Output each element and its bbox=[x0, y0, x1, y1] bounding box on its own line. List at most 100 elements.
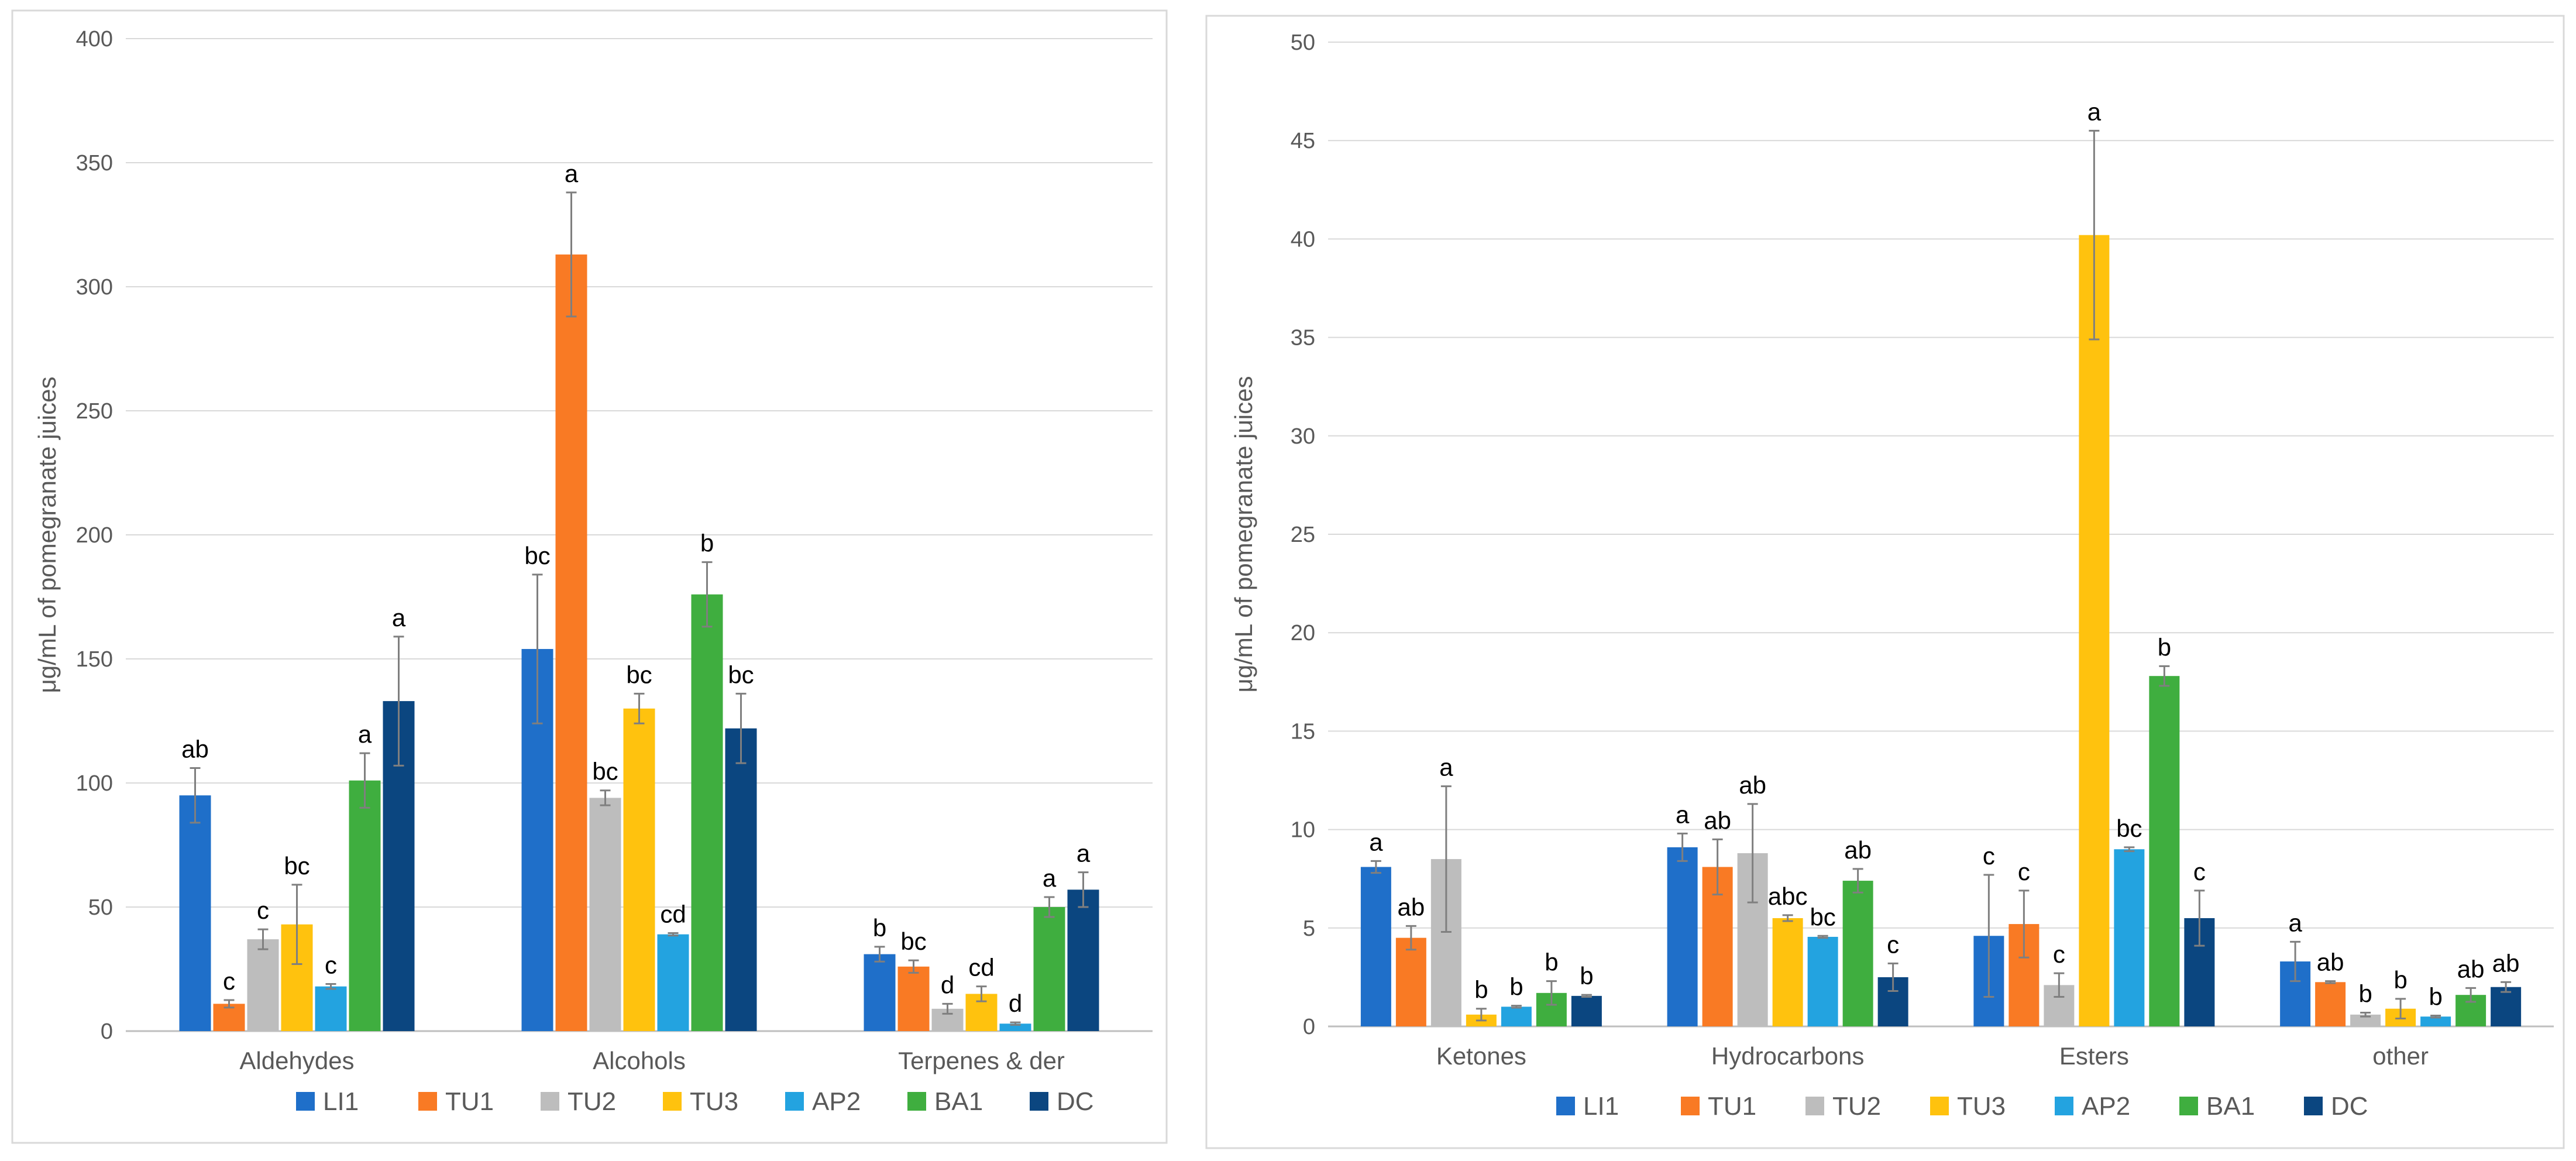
significance-letter: bc bbox=[284, 852, 309, 880]
category-label: Aldehydes bbox=[239, 1047, 354, 1074]
y-axis-title: μg/mL of pomegranate juices bbox=[1230, 376, 1257, 693]
significance-letter: a bbox=[358, 720, 372, 748]
significance-letter: c bbox=[257, 896, 269, 924]
significance-letter: bc bbox=[2116, 815, 2142, 842]
legend-swatch-tu1 bbox=[418, 1092, 437, 1111]
y-tick-label: 50 bbox=[1291, 30, 1315, 55]
bar-ap2 bbox=[657, 934, 689, 1031]
y-tick-label: 200 bbox=[76, 523, 113, 548]
y-tick-label: 0 bbox=[101, 1019, 113, 1044]
bar-tu3 bbox=[1772, 918, 1803, 1026]
left-chart: 0 50 100 150 200 250 300 350 400 μg/mL of pomegra… bbox=[33, 27, 1153, 1116]
legend-label: TU3 bbox=[1957, 1092, 2006, 1121]
legend-label: TU2 bbox=[1832, 1092, 1881, 1121]
legend-label: LI1 bbox=[323, 1087, 359, 1116]
category-label: Terpenes & der bbox=[898, 1047, 1065, 1074]
y-tick-label: 0 bbox=[1303, 1015, 1315, 1039]
y-tick-label: 50 bbox=[88, 895, 113, 920]
y-tick-label: 40 bbox=[1291, 227, 1315, 252]
significance-letter: bc bbox=[592, 758, 618, 785]
significance-letter: ab bbox=[181, 736, 209, 763]
bar-tu1 bbox=[2315, 982, 2346, 1026]
significance-letter: b bbox=[2158, 633, 2171, 661]
significance-letter: b bbox=[2358, 980, 2372, 1007]
bar-dc bbox=[2491, 987, 2522, 1026]
significance-letter: b bbox=[1545, 949, 1558, 976]
right-chart: 0 5 10 15 20 25 30 35 40 45 50 μg/mL of pomegranate… bbox=[1230, 30, 2554, 1121]
bar-ap2 bbox=[2420, 1016, 2451, 1026]
legend-swatch-dc bbox=[1030, 1092, 1048, 1111]
significance-letter: ab bbox=[1398, 893, 1425, 920]
legend-label: LI1 bbox=[1583, 1092, 1619, 1121]
legend-label: DC bbox=[1057, 1087, 1094, 1116]
y-tick-label: 45 bbox=[1291, 129, 1315, 153]
significance-letter: ab bbox=[2317, 949, 2344, 976]
bar-li1 bbox=[179, 795, 211, 1031]
significance-letter: d bbox=[941, 971, 954, 998]
bar-ap2 bbox=[1807, 936, 1838, 1026]
significance-letter: c bbox=[2018, 858, 2030, 885]
significance-letter: ab bbox=[1844, 836, 1872, 864]
significance-letter: bc bbox=[900, 928, 926, 955]
legend-swatch-tu2 bbox=[541, 1092, 559, 1111]
significance-letter: a bbox=[1676, 801, 1690, 828]
bar-tu2 bbox=[2350, 1014, 2381, 1026]
y-tick-label: 10 bbox=[1291, 818, 1315, 843]
legend-swatch-ap2 bbox=[785, 1092, 804, 1111]
bar-ba1 bbox=[2149, 676, 2180, 1026]
y-tick-label: 35 bbox=[1291, 326, 1315, 351]
significance-letter: a bbox=[1369, 828, 1383, 856]
y-tick-label: 25 bbox=[1291, 523, 1315, 547]
significance-letter: a bbox=[1077, 840, 1091, 867]
significance-letter: bc bbox=[728, 661, 754, 688]
legend-swatch-li1 bbox=[296, 1092, 315, 1111]
legend-swatch-ba1 bbox=[907, 1092, 926, 1111]
bar-tu2 bbox=[247, 939, 279, 1031]
significance-letter: a bbox=[392, 604, 406, 631]
bar-ap2 bbox=[999, 1023, 1031, 1031]
category-label: Alcohols bbox=[593, 1047, 686, 1074]
significance-letter: ab bbox=[2457, 955, 2485, 983]
significance-letter: c bbox=[2193, 858, 2206, 885]
bar-tu2 bbox=[589, 798, 621, 1031]
y-tick-label: 5 bbox=[1303, 916, 1315, 941]
significance-letter: cd bbox=[968, 954, 994, 981]
significance-letter: a bbox=[2087, 98, 2102, 125]
significance-letter: bc bbox=[626, 661, 652, 688]
legend-swatch-dc bbox=[2304, 1097, 2323, 1115]
y-tick-label: 300 bbox=[76, 275, 113, 300]
significance-letter: ab bbox=[1704, 806, 1731, 834]
bar-ap2 bbox=[2114, 849, 2145, 1026]
significance-letter: a bbox=[2288, 909, 2302, 936]
bar-ba1 bbox=[691, 594, 723, 1031]
significance-letter: ab bbox=[2492, 949, 2520, 977]
legend-swatch-tu2 bbox=[1805, 1097, 1824, 1115]
bar-ap2 bbox=[315, 986, 347, 1031]
bar-ba1 bbox=[1033, 907, 1065, 1031]
legend-swatch-tu3 bbox=[663, 1092, 682, 1111]
significance-letter: a bbox=[1439, 754, 1453, 781]
legend-swatch-tu1 bbox=[1681, 1097, 1700, 1115]
significance-letter: b bbox=[2429, 983, 2442, 1010]
bar-tu1 bbox=[897, 966, 930, 1031]
significance-letter: cd bbox=[660, 901, 686, 928]
category-label: Hydrocarbons bbox=[1711, 1042, 1864, 1070]
bar-dc bbox=[1571, 995, 1602, 1026]
significance-letter: b bbox=[873, 914, 886, 942]
bar-ba1 bbox=[1842, 881, 1873, 1026]
y-tick-label: 15 bbox=[1291, 719, 1315, 744]
category-label: other bbox=[2372, 1042, 2429, 1070]
legend-swatch-tu3 bbox=[1930, 1097, 1949, 1115]
bar-dc bbox=[725, 728, 757, 1031]
bar-tu3 bbox=[623, 708, 655, 1031]
bar-tu3 bbox=[2079, 235, 2110, 1026]
y-tick-label: 150 bbox=[76, 647, 113, 672]
significance-letter: c bbox=[1983, 842, 1995, 870]
significance-letter: ab bbox=[1739, 771, 1766, 799]
significance-letter: c bbox=[223, 967, 235, 995]
significance-letter: a bbox=[565, 160, 579, 187]
legend-label: BA1 bbox=[2206, 1092, 2255, 1121]
legend-label: TU1 bbox=[1708, 1092, 1756, 1121]
bar-tu1 bbox=[1395, 937, 1426, 1026]
